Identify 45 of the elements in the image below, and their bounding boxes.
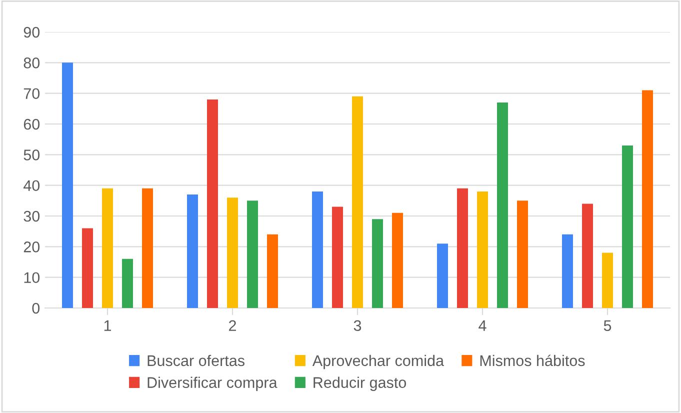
bar xyxy=(207,99,218,308)
bar xyxy=(102,188,113,308)
x-tick-label: 5 xyxy=(604,320,612,332)
y-tick-label: 20 xyxy=(24,242,40,252)
x-tick-label: 4 xyxy=(478,320,486,331)
y-tick-label: 30 xyxy=(24,210,40,222)
bar xyxy=(247,200,258,308)
bar xyxy=(642,90,653,308)
legend-label: Mismos hábitos xyxy=(480,354,585,366)
bar xyxy=(312,191,323,308)
bar xyxy=(187,194,198,308)
bar xyxy=(497,102,508,308)
bar xyxy=(437,244,448,308)
bar xyxy=(477,191,488,308)
legend-label: Buscar ofertas xyxy=(148,354,244,366)
legend-label: Aprovechar comida xyxy=(312,354,444,370)
bar xyxy=(122,258,133,308)
y-tick-label: 80 xyxy=(24,58,40,68)
bar xyxy=(352,96,363,308)
y-tick-label: 70 xyxy=(24,88,40,100)
bar xyxy=(227,198,238,308)
bar xyxy=(517,200,528,308)
legend-label: Diversificar compra xyxy=(148,376,278,391)
y-tick-label: 50 xyxy=(24,150,40,160)
legend-label: Reducir gasto xyxy=(314,376,406,391)
y-tick-label: 0 xyxy=(32,302,40,314)
y-tick-label: 40 xyxy=(24,180,40,192)
bar xyxy=(142,188,153,308)
bar xyxy=(267,234,278,308)
bar xyxy=(82,228,93,308)
x-tick-label: 3 xyxy=(354,320,362,332)
bar xyxy=(622,145,633,308)
x-tick-label: 1 xyxy=(104,320,112,331)
bar xyxy=(602,252,613,308)
bar xyxy=(457,188,468,308)
bar xyxy=(332,206,343,308)
bar xyxy=(392,212,403,308)
y-tick-label: 90 xyxy=(24,26,40,38)
x-tick-label: 2 xyxy=(229,320,236,331)
bar xyxy=(582,204,593,308)
bar xyxy=(62,62,73,308)
y-tick-label: 60 xyxy=(24,118,40,130)
y-tick-label: 10 xyxy=(24,272,40,284)
bar xyxy=(372,219,383,308)
bar xyxy=(562,234,573,308)
